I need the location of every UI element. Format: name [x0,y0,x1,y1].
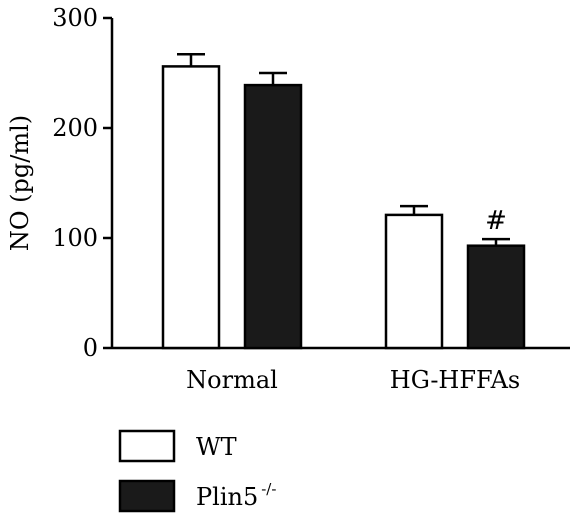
legend-label: Plin5 -/- [196,480,276,511]
legend-label-superscript: -/- [261,480,276,498]
legend: WT Plin5 -/- [118,429,276,513]
significance-marker: # [485,206,507,236]
bar [243,83,303,350]
y-tick-label: 0 [83,334,98,362]
bar [384,213,444,350]
legend-swatch [118,479,176,513]
y-tick-label: 100 [52,224,98,252]
bar [466,244,526,350]
legend-swatch [118,429,176,463]
bar [161,65,221,350]
x-tick-label: Normal [186,366,278,394]
labels: 0 100 200 300 NO (pg/ml) Normal # HG-HFFAs [6,4,520,394]
y-tick-label: 200 [52,114,98,142]
y-tick-label: 300 [52,4,98,32]
x-tick-label: HG-HFFAs [390,366,520,394]
legend-label: WT [196,433,237,461]
bars [161,53,526,350]
y-axis-title: NO (pg/ml) [6,115,34,251]
